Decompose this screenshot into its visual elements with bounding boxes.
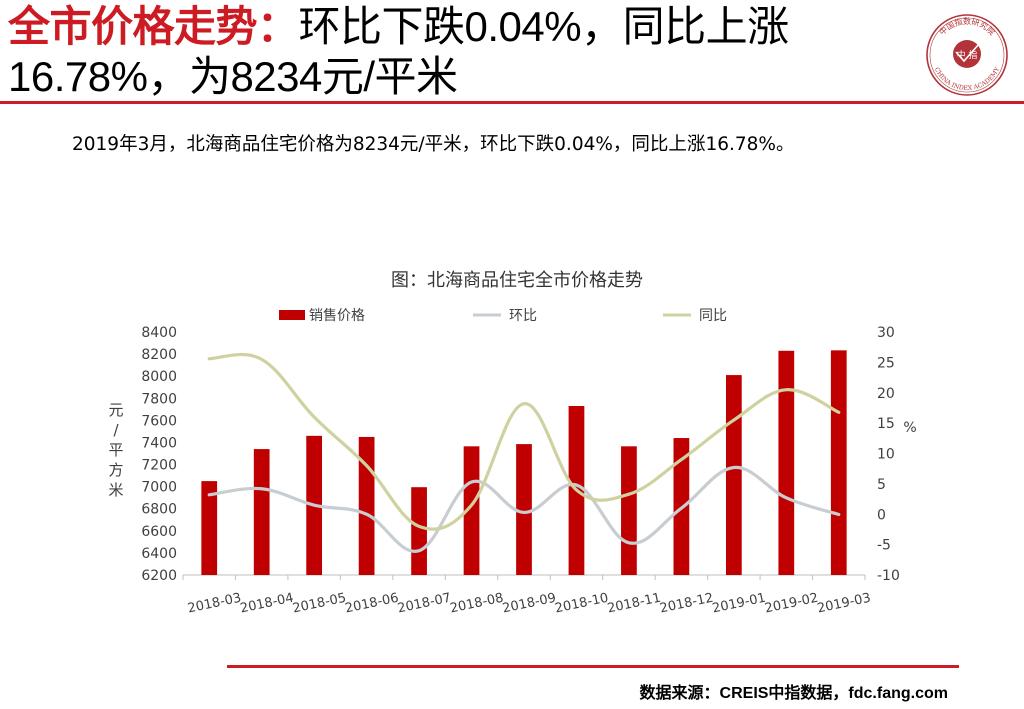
- x-tick-label: 2018-07: [396, 591, 452, 617]
- x-tick-label: 2018-10: [554, 591, 610, 617]
- legend-swatch: [279, 310, 305, 320]
- bar-2018-04: [253, 449, 270, 575]
- y-tick-label-left: 6600: [141, 524, 177, 540]
- page-title: 全市价格走势：环比下跌0.04%，同比上涨16.78%，为8234元/平米: [8, 2, 908, 102]
- title-highlight: 全市价格走势：: [8, 3, 299, 50]
- y-tick-label-right: 30: [877, 325, 895, 341]
- bar-2018-09: [516, 444, 532, 575]
- bar-2018-07: [411, 487, 427, 575]
- y-axis-label-char: 方: [108, 461, 123, 479]
- x-axis: 2018-032018-042018-052018-062018-072018-…: [182, 574, 872, 617]
- logo-center-text: 中 指: [957, 49, 978, 61]
- bar-2018-06: [358, 436, 375, 575]
- chart-legend: 销售价格 环比 同比: [279, 308, 727, 324]
- y-tick-label-right: 25: [877, 355, 895, 371]
- y-tick-label-right: 15: [877, 416, 895, 432]
- line-环比: [207, 465, 841, 553]
- y-tick-label-left: 7000: [141, 480, 177, 496]
- price-trend-chart: 图：北海商品住宅全市价格走势 销售价格 环比 同比 6200 6400 6600 6800…: [108, 270, 917, 617]
- bar-2018-03: [201, 481, 218, 575]
- y-tick-label-left: 7600: [141, 413, 177, 429]
- bar-2019-01: [725, 375, 742, 575]
- x-tick-label: 2018-04: [239, 591, 295, 617]
- right-axis: -10 -5 0 5 10 15 20 25 30%: [877, 325, 917, 584]
- bar-2019-03: [830, 350, 847, 575]
- summary-text: 2019年3月，北海商品住宅价格为8234元/平米，环比下跌0.04%，同比上涨…: [72, 134, 795, 155]
- y-axis-label-right: %: [903, 420, 916, 436]
- logo-top-text: 中国指数研究院: [937, 16, 997, 37]
- y-tick-label-right: 0: [877, 507, 886, 523]
- x-tick-label: 2018-08: [449, 591, 505, 617]
- y-axis-label-char: 米: [108, 481, 123, 499]
- y-tick-label-left: 7800: [141, 391, 177, 407]
- y-tick-label-left: 7200: [141, 458, 177, 474]
- y-tick-label-right: 5: [877, 477, 886, 493]
- y-axis-label-char: 元: [108, 401, 123, 419]
- y-tick-label-right: 10: [877, 447, 895, 463]
- x-tick-label: 2019-02: [763, 591, 819, 617]
- line-同比: [207, 352, 841, 531]
- x-tick-label: 2019-03: [816, 591, 872, 617]
- line-series: [207, 352, 841, 553]
- x-tick-label: 2018-03: [186, 591, 242, 617]
- title-divider: [0, 101, 1024, 104]
- y-tick-label-left: 7400: [141, 435, 177, 451]
- china-index-academy-logo: 中国指数研究院 CHINA INDEX ACADEMY 中 指: [926, 14, 1008, 96]
- y-axis-label-char: /: [113, 421, 119, 439]
- chart-title: 图：北海商品住宅全市价格走势: [391, 270, 643, 291]
- title-rest: 环比下跌0.04%，同比上涨16.78%，为8234元/平米: [8, 3, 789, 100]
- bar-2019-02: [778, 350, 795, 575]
- bar-2018-08: [463, 446, 480, 575]
- data-source: 数据来源：CREIS中指数据，fdc.fang.com: [639, 685, 948, 702]
- legend-label: 销售价格: [309, 308, 365, 324]
- legend-label: 环比: [509, 308, 537, 324]
- footer-divider: [227, 665, 959, 668]
- x-tick-label: 2018-09: [501, 591, 557, 617]
- y-tick-label-left: 8400: [141, 325, 177, 341]
- y-tick-label-left: 8200: [141, 347, 177, 363]
- x-tick-label: 2018-06: [344, 591, 400, 617]
- x-tick-label: 2019-01: [711, 591, 767, 617]
- y-tick-label-right: 20: [877, 386, 895, 402]
- bar-series: [201, 350, 847, 575]
- y-axis-label-char: 平: [108, 441, 123, 459]
- y-tick-label-left: 8000: [141, 369, 177, 385]
- y-tick-label-left: 6800: [141, 502, 177, 518]
- bar-2018-11: [621, 446, 637, 575]
- x-tick-label: 2018-12: [659, 591, 715, 617]
- y-tick-label-left: 6200: [141, 568, 177, 584]
- left-axis: 6200 6400 6600 6800 7000 7200 7400 7600 7800 8000…: [108, 325, 177, 584]
- y-tick-label-right: -5: [877, 538, 891, 554]
- legend-label: 同比: [699, 308, 727, 324]
- x-tick-label: 2018-05: [291, 591, 347, 617]
- y-tick-label-right: -10: [877, 568, 900, 584]
- x-tick-label: 2018-11: [606, 591, 662, 617]
- y-tick-label-left: 6400: [141, 546, 177, 562]
